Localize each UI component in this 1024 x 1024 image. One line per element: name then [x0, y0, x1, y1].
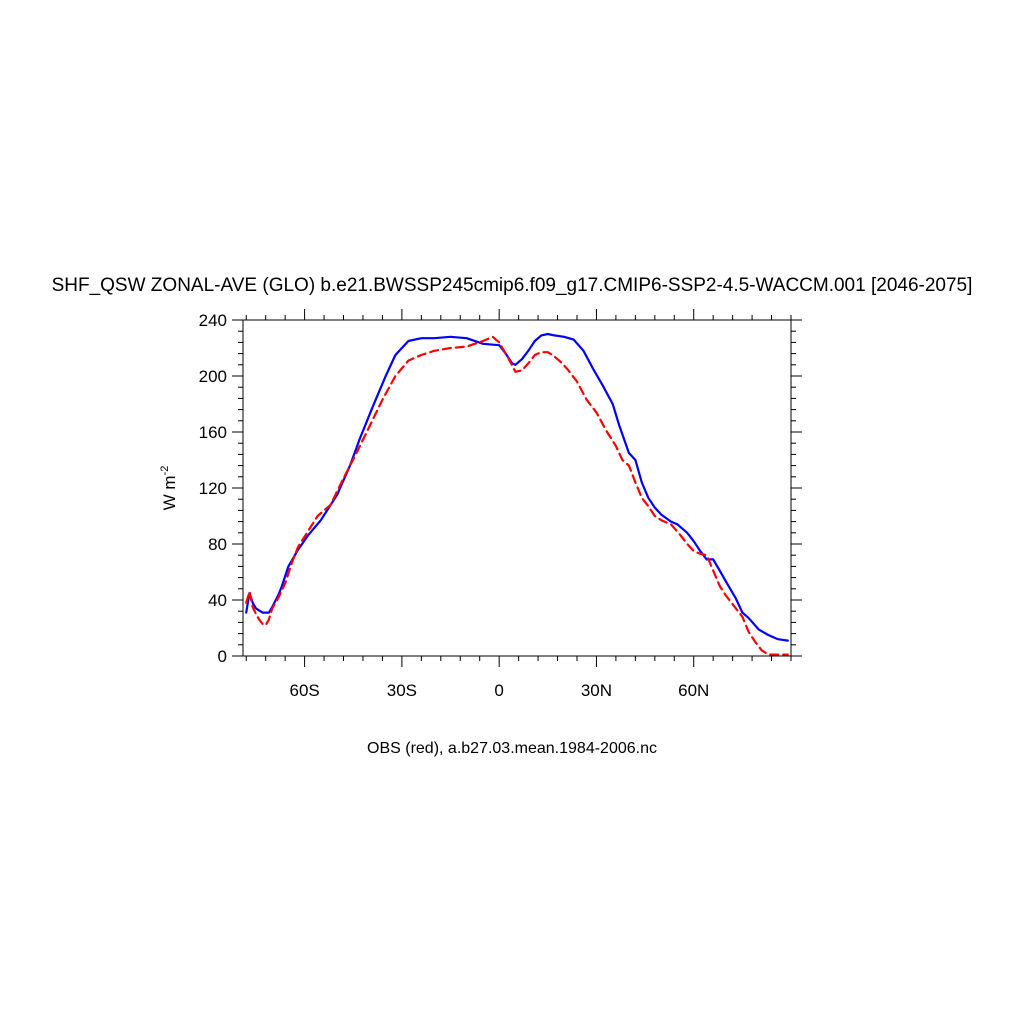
series-obs-line	[245, 335, 789, 656]
axis-ticks	[232, 309, 802, 667]
y-axis-label: W m-2	[159, 466, 179, 511]
y-tick-label: 0	[218, 647, 227, 666]
y-tick-label: 120	[199, 479, 227, 498]
y-tick-label: 200	[199, 367, 227, 386]
series-model-line	[245, 332, 789, 642]
x-tick-label: 0	[494, 681, 503, 700]
y-tick-label: 80	[208, 535, 227, 554]
y-axis-label-exponent: -2	[159, 466, 171, 476]
x-tick-label: 30N	[581, 681, 612, 700]
x-tick-label: 60S	[289, 681, 319, 700]
plot-frame	[242, 319, 792, 657]
y-axis-label-text: W m	[160, 475, 179, 510]
chart-footer: OBS (red), a.b27.03.mean.1984-2006.nc	[367, 740, 657, 757]
series-layer	[245, 332, 789, 656]
y-tick-label: 240	[199, 311, 227, 330]
x-tick-label: 60N	[678, 681, 709, 700]
x-tick-label: 30S	[387, 681, 417, 700]
tick-labels: 0 40 80 120 160 200 240 60S 30S 0 30N 60N	[199, 311, 710, 700]
chart-title: SHF_QSW ZONAL-AVE (GLO) b.e21.BWSSP245cm…	[52, 275, 973, 296]
y-tick-label: 40	[208, 591, 227, 610]
y-tick-label: 160	[199, 423, 227, 442]
